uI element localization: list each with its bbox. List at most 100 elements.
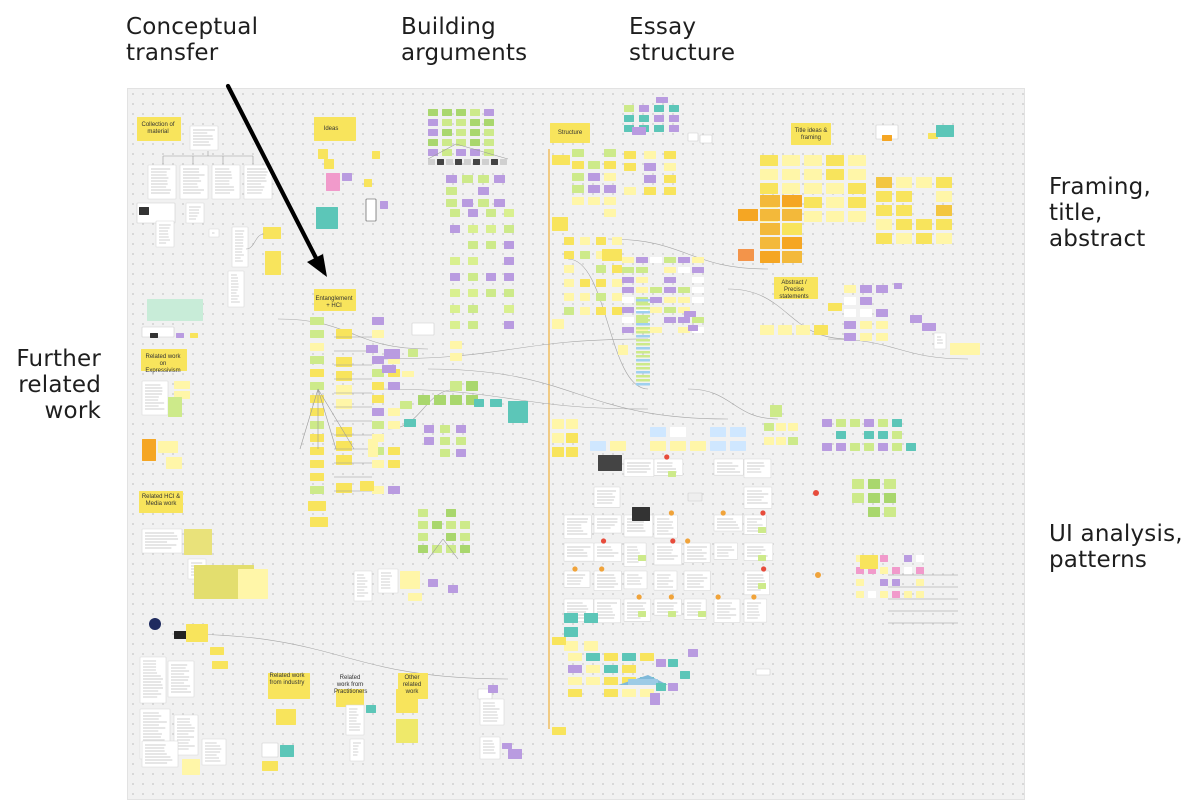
sticky-note: [904, 567, 912, 574]
connector-curve: [727, 288, 849, 340]
sticky-note: [372, 317, 384, 325]
sticky-note: [698, 611, 706, 617]
sticky-note: [265, 251, 281, 275]
sticky-note: [158, 441, 178, 453]
sticky-note: [504, 289, 514, 297]
sticky-note: [669, 105, 679, 112]
sticky-note: [372, 369, 384, 377]
sticky-note: [310, 369, 324, 377]
sticky-note: [568, 689, 582, 697]
sticky-note: [904, 591, 912, 598]
sticky-note: [470, 149, 480, 156]
list-row: [636, 363, 650, 366]
sticky-note: [446, 175, 457, 183]
sticky-note: [596, 293, 606, 301]
sticky-note: [566, 447, 578, 457]
sticky-note: [650, 693, 660, 705]
whiteboard-canvas[interactable]: Collection of material Ideas Structure T…: [127, 88, 1025, 800]
sticky-note: [868, 507, 880, 517]
sticky-note: [336, 483, 352, 493]
sticky-note: [456, 449, 466, 457]
sticky-note: [308, 501, 326, 511]
sticky-note: [508, 749, 522, 759]
sticky-note: [486, 241, 496, 249]
document-card: [593, 514, 622, 534]
sticky-note: [650, 441, 666, 451]
image-card: [598, 455, 622, 471]
sticky-note: [856, 591, 864, 598]
sticky-note: [456, 119, 466, 126]
annotation-further-related-work: Further related work: [0, 346, 101, 424]
sticky-section-header: [137, 117, 181, 141]
sticky-note: [678, 267, 690, 273]
marker-dot: [668, 594, 674, 600]
document-card: [353, 570, 373, 602]
icon-tile: [437, 159, 444, 165]
sticky-note: [618, 345, 628, 355]
document-card: [189, 125, 219, 151]
sticky-note: [760, 183, 778, 194]
highlight-card: [184, 529, 212, 555]
sticky-note: [836, 419, 846, 427]
sticky-note: [782, 237, 802, 249]
sticky-note: [490, 399, 502, 407]
sticky-note: [848, 155, 866, 166]
connector-curve: [377, 388, 649, 410]
sticky-note: [936, 219, 952, 230]
sticky-note: [368, 439, 378, 457]
sticky-note: [384, 349, 400, 359]
sticky-note: [654, 115, 664, 122]
sticky-note: [470, 139, 480, 146]
sticky-note: [624, 163, 636, 171]
sticky-note: [880, 591, 888, 598]
sticky-section-header: [398, 673, 428, 699]
sticky-note: [364, 179, 372, 187]
sticky-note: [884, 493, 896, 503]
sticky-note: [788, 437, 798, 445]
sticky-note: [876, 333, 888, 341]
sticky-note: [418, 521, 428, 529]
sticky-note: [336, 385, 352, 395]
sticky-note: [504, 209, 514, 217]
sticky-note: [580, 279, 590, 287]
sticky-note: [612, 265, 622, 273]
list-row: [636, 339, 650, 342]
sticky-note: [876, 285, 888, 293]
sticky-note: [566, 419, 578, 429]
sticky-note: [566, 433, 578, 443]
sticky-note: [142, 439, 156, 461]
list-row: [636, 307, 650, 310]
sticky-note: [190, 333, 198, 338]
sticky-note: [442, 149, 452, 156]
conceptual-transfer-arrow: [225, 83, 319, 261]
sticky-note: [936, 233, 952, 244]
sticky-note: [636, 287, 648, 293]
document-card: [349, 738, 365, 762]
sticky-note: [876, 309, 888, 317]
sticky-note: [848, 183, 866, 194]
marker-dot: [600, 538, 607, 544]
sticky-note: [738, 209, 758, 221]
sticky-note: [892, 419, 902, 427]
sticky-note: [936, 205, 952, 216]
sticky-note: [456, 425, 466, 433]
icon-tile: [482, 159, 489, 165]
sticky-note: [310, 421, 324, 429]
marker-dot: [815, 572, 821, 578]
marker-dot: [599, 566, 605, 572]
sticky-note: [894, 283, 902, 289]
annotation-conceptual-transfer: Conceptual transfer: [126, 14, 258, 66]
sticky-note: [760, 223, 780, 235]
sticky-note: [612, 307, 622, 315]
arrow-head: [307, 254, 327, 277]
sticky-note: [936, 125, 954, 137]
sticky-section-header: [268, 673, 310, 699]
sticky-note: [622, 689, 636, 697]
marker-dot: [668, 510, 675, 516]
sticky-note: [804, 155, 822, 166]
sticky-note: [814, 325, 828, 335]
sticky-note: [596, 237, 606, 245]
sticky-note: [572, 149, 584, 157]
sticky-note: [804, 197, 822, 208]
sticky-note: [318, 149, 328, 159]
